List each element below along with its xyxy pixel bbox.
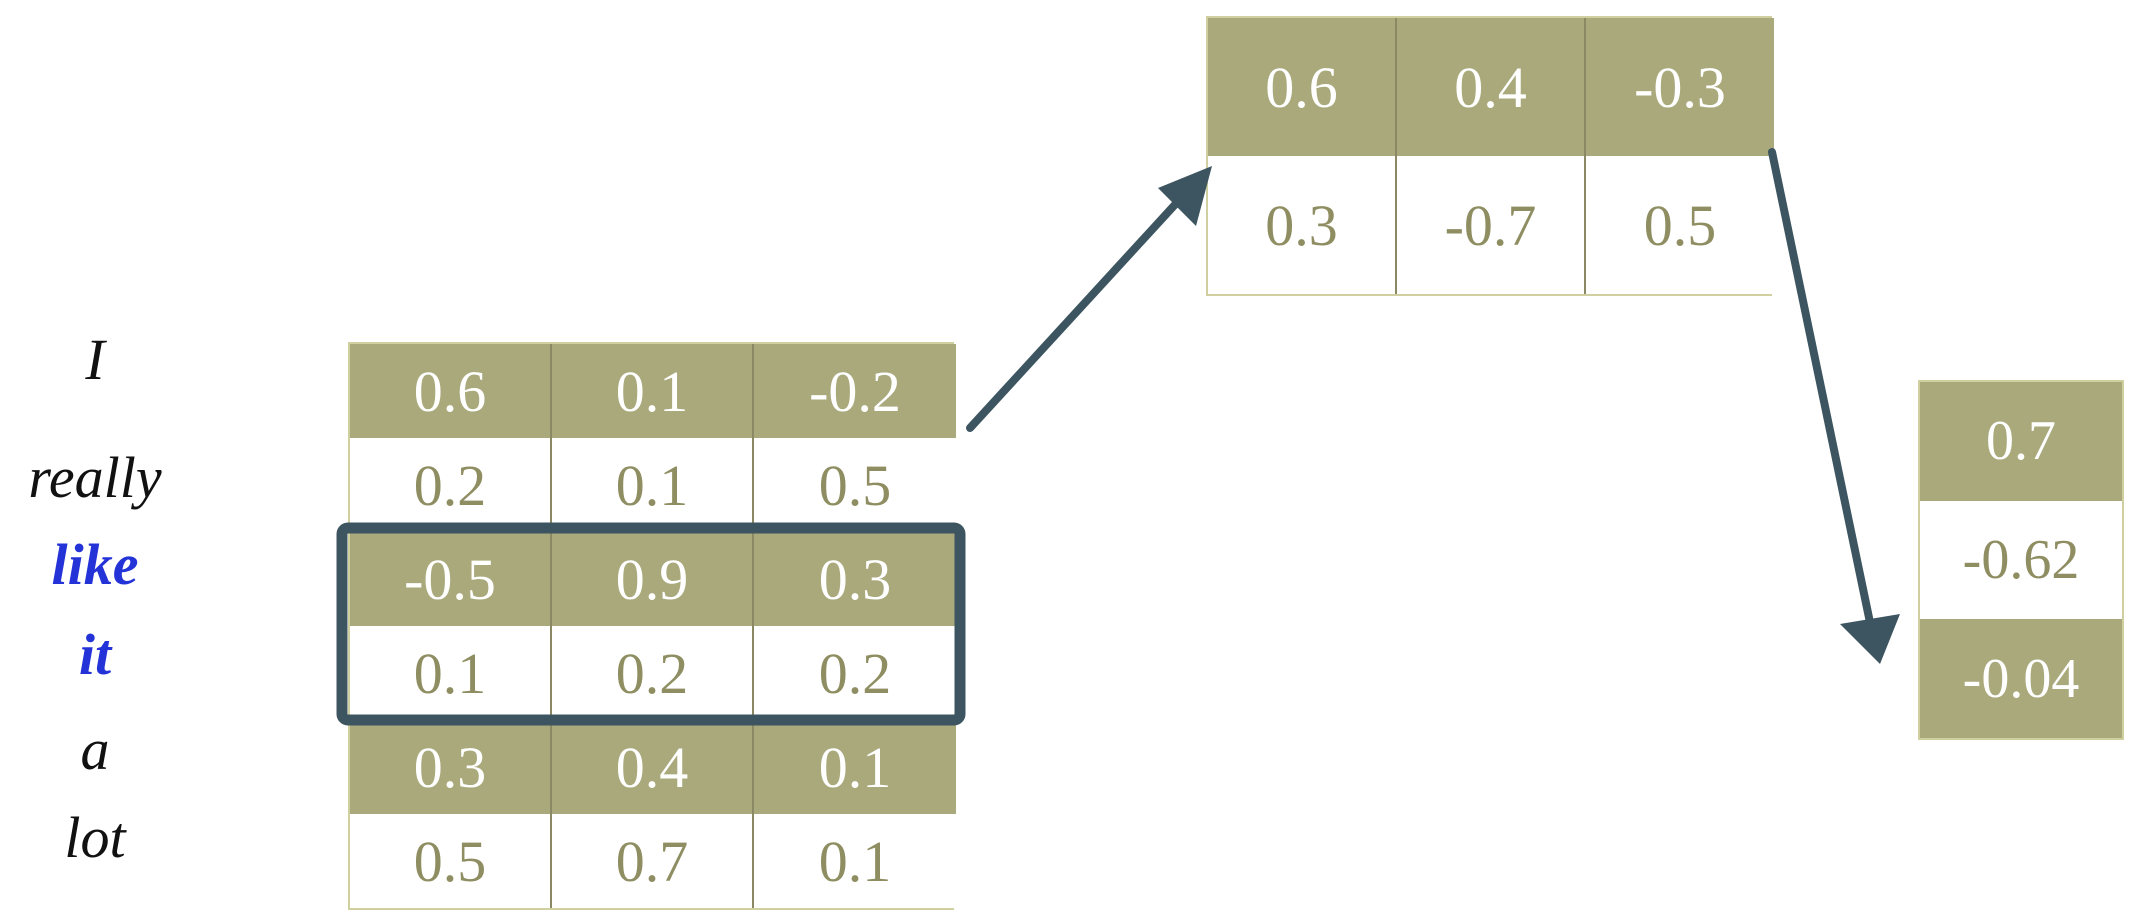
matrix-cell: 0.2 (552, 626, 754, 720)
filter-cell: 0.5 (1586, 156, 1774, 294)
word-0: I (85, 327, 105, 392)
matrix-cell: 0.1 (754, 814, 956, 908)
matrix-cell: 0.2 (754, 626, 956, 720)
matrix-cell: 0.5 (350, 814, 552, 908)
output-vector: 0.7 -0.62 -0.04 (1918, 380, 2124, 740)
filter-cell: 0.4 (1397, 18, 1586, 156)
matrix-cell: 0.4 (552, 720, 754, 814)
output-cell: -0.04 (1920, 619, 2122, 738)
filter-cell: 0.3 (1208, 156, 1397, 294)
convolution-window (336, 522, 966, 726)
matrix-cell: 0.1 (754, 720, 956, 814)
input-embedding-matrix: 0.6 0.1 -0.2 0.2 0.1 0.5 -0.5 0.9 0.3 0.… (348, 342, 956, 910)
matrix-cell: 0.1 (552, 344, 754, 438)
filter-weight-matrix: 0.6 0.4 -0.3 0.3 -0.7 0.5 (1206, 16, 1774, 296)
arrow-input-to-filter (966, 166, 1212, 432)
matrix-cell: 0.2 (350, 438, 552, 532)
filter-cell: -0.7 (1397, 156, 1586, 294)
matrix-cell: -0.2 (754, 344, 956, 438)
word-4: a (80, 717, 110, 782)
matrix-cell: 0.5 (754, 438, 956, 532)
arrow-filter-to-output (1768, 148, 1900, 664)
word-1: really (28, 445, 162, 510)
matrix-cell: 0.9 (552, 532, 754, 626)
matrix-cell: 0.3 (754, 532, 956, 626)
matrix-cell: -0.5 (350, 532, 552, 626)
word-2: like (51, 532, 139, 597)
output-cell: -0.62 (1920, 500, 2122, 620)
matrix-cell: 0.6 (350, 344, 552, 438)
word-3: it (78, 622, 112, 687)
matrix-cell: 0.1 (350, 626, 552, 720)
filter-cell: -0.3 (1586, 18, 1774, 156)
matrix-cell: 0.3 (350, 720, 552, 814)
matrix-cell: 0.7 (552, 814, 754, 908)
word-5: lot (64, 805, 126, 870)
matrix-cell: 0.1 (552, 438, 754, 532)
filter-cell: 0.6 (1208, 18, 1397, 156)
output-cell: 0.7 (1920, 382, 2122, 501)
